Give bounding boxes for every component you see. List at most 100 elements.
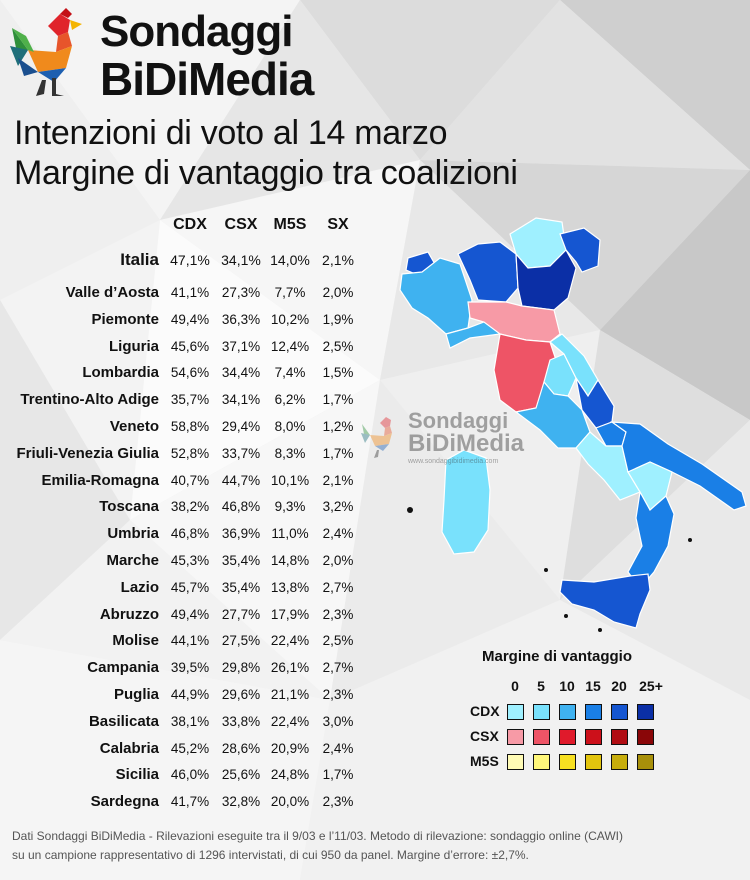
legend-swatch bbox=[585, 704, 602, 720]
legend-label-m5s: M5S bbox=[470, 753, 499, 769]
region-name: Sicilia bbox=[115, 766, 159, 784]
region-name: Umbria bbox=[107, 525, 159, 543]
table-row: Trentino-Alto Adige 35,7% 34,1% 6,2% 1,7% bbox=[0, 391, 370, 417]
value-csx: 32,8% bbox=[221, 794, 261, 810]
value-m5s: 20,0% bbox=[270, 794, 310, 810]
value-csx: 27,7% bbox=[221, 606, 261, 622]
value-cdx: 45,3% bbox=[170, 553, 210, 568]
value-cdx: 41,7% bbox=[170, 794, 210, 810]
legend-swatch bbox=[559, 754, 576, 770]
legend-swatch bbox=[533, 729, 550, 745]
region-name: Lombardia bbox=[82, 364, 159, 382]
value-m5s: 21,1% bbox=[270, 687, 310, 702]
table-row: Lombardia 54,6% 34,4% 7,4% 1,5% bbox=[0, 364, 370, 390]
value-sx: 2,1% bbox=[322, 252, 354, 268]
value-sx: 2,1% bbox=[322, 472, 354, 488]
region-name: Liguria bbox=[108, 337, 159, 355]
region-name: Veneto bbox=[109, 418, 159, 435]
region-name: Basilicata bbox=[88, 712, 159, 730]
footer-note: Dati Sondaggi BiDiMedia - Rilevazioni es… bbox=[12, 827, 623, 865]
value-csx: 34,4% bbox=[221, 365, 261, 381]
watermark: Sondaggi BiDiMedia www.sondaggibidimedia… bbox=[360, 408, 580, 468]
region-sardegna bbox=[441, 449, 491, 555]
value-cdx: 38,1% bbox=[170, 713, 210, 729]
legend-threshold: 15 bbox=[585, 678, 601, 694]
table-row: Abruzzo 49,4% 27,7% 17,9% 2,3% bbox=[0, 606, 370, 632]
brand-line2: BiDiMedia bbox=[100, 53, 314, 105]
legend-threshold: 20 bbox=[611, 678, 627, 694]
region-calabria bbox=[627, 490, 675, 589]
region-sicilia bbox=[559, 573, 651, 629]
value-m5s: 20,9% bbox=[270, 740, 310, 756]
watermark-line2: BiDiMedia bbox=[408, 430, 525, 457]
column-header-m5s: M5S bbox=[273, 216, 307, 233]
value-sx: 2,3% bbox=[322, 687, 354, 702]
watermark-url: www.sondaggibidimedia.com bbox=[408, 458, 499, 465]
legend-threshold: 5 bbox=[537, 678, 545, 694]
value-m5s: 14,8% bbox=[270, 553, 310, 568]
value-cdx: 45,2% bbox=[170, 740, 210, 756]
value-m5s: 9,3% bbox=[274, 499, 306, 515]
legend-label-csx: CSX bbox=[470, 728, 499, 744]
table-row: Italia 47,1% 34,1% 14,0% 2,1% bbox=[0, 250, 370, 276]
legend-label-cdx: CDX bbox=[470, 703, 500, 719]
title-line1: Intenzioni di voto al 14 marzo bbox=[14, 114, 448, 152]
legend-swatch bbox=[611, 729, 628, 745]
value-csx: 27,3% bbox=[221, 285, 261, 300]
value-sx: 2,7% bbox=[322, 660, 354, 676]
legend-threshold: 25+ bbox=[639, 678, 663, 694]
value-csx: 33,7% bbox=[221, 445, 261, 461]
region-veneto bbox=[515, 249, 577, 311]
region-name: Trentino-Alto Adige bbox=[20, 391, 159, 409]
table-row: Molise 44,1% 27,5% 22,4% 2,5% bbox=[0, 632, 370, 658]
region-name: Sardegna bbox=[90, 793, 159, 811]
table-row: Liguria 45,6% 37,1% 12,4% 2,5% bbox=[0, 338, 370, 364]
value-sx: 2,4% bbox=[322, 526, 354, 542]
footer-line2: su un campione rappresentativo di 1296 i… bbox=[12, 848, 529, 862]
value-cdx: 46,0% bbox=[170, 767, 210, 783]
legend-swatch bbox=[533, 754, 550, 770]
brand-wordmark: Sondaggi BiDiMedia bbox=[100, 7, 314, 105]
value-m5s: 24,8% bbox=[270, 767, 310, 783]
table-row: Umbria 46,8% 36,9% 11,0% 2,4% bbox=[0, 525, 370, 551]
value-cdx: 35,7% bbox=[170, 392, 210, 408]
value-csx: 29,6% bbox=[221, 687, 261, 702]
region-name: Toscana bbox=[99, 498, 159, 516]
table-row: Puglia 44,9% 29,6% 21,1% 2,3% bbox=[0, 686, 370, 712]
value-cdx: 45,6% bbox=[170, 338, 210, 354]
legend-threshold: 10 bbox=[559, 678, 575, 694]
legend-swatch bbox=[585, 754, 602, 770]
value-m5s: 26,1% bbox=[270, 660, 310, 676]
value-csx: 33,8% bbox=[221, 713, 261, 729]
table-row: Sicilia 46,0% 25,6% 24,8% 1,7% bbox=[0, 766, 370, 792]
value-sx: 2,7% bbox=[322, 579, 354, 595]
value-m5s: 14,0% bbox=[270, 252, 310, 268]
value-sx: 1,7% bbox=[322, 767, 354, 783]
table-row: Basilicata 38,1% 33,8% 22,4% 3,0% bbox=[0, 713, 370, 739]
region-name: Abruzzo bbox=[99, 605, 159, 623]
value-m5s: 8,0% bbox=[274, 419, 306, 434]
watermark-wordmark: Sondaggi BiDiMedia bbox=[408, 410, 524, 456]
legend-swatch bbox=[507, 754, 524, 770]
region-name: Molise bbox=[112, 632, 159, 650]
page-title: Intenzioni di voto al 14 marzo Margine d… bbox=[14, 113, 518, 193]
region-name: Friuli-Venezia Giulia bbox=[16, 444, 159, 462]
rooster-logo-icon bbox=[10, 8, 82, 96]
value-cdx: 38,2% bbox=[170, 499, 210, 515]
island-dot bbox=[544, 568, 548, 572]
value-csx: 36,3% bbox=[221, 311, 261, 327]
value-csx: 28,6% bbox=[221, 740, 261, 756]
brand-logo: Sondaggi BiDiMedia bbox=[8, 6, 358, 105]
legend-swatch bbox=[637, 704, 654, 720]
legend-swatch bbox=[533, 704, 550, 720]
value-cdx: 49,4% bbox=[170, 311, 210, 327]
region-name: Marche bbox=[106, 552, 159, 569]
legend-swatch bbox=[611, 754, 628, 770]
island-dot bbox=[598, 628, 602, 632]
legend-swatch bbox=[637, 729, 654, 745]
brand-line1: Sondaggi bbox=[100, 7, 293, 56]
value-m5s: 22,4% bbox=[270, 713, 310, 729]
value-m5s: 22,4% bbox=[270, 633, 310, 649]
value-m5s: 13,8% bbox=[270, 579, 310, 595]
value-csx: 37,1% bbox=[221, 338, 261, 354]
